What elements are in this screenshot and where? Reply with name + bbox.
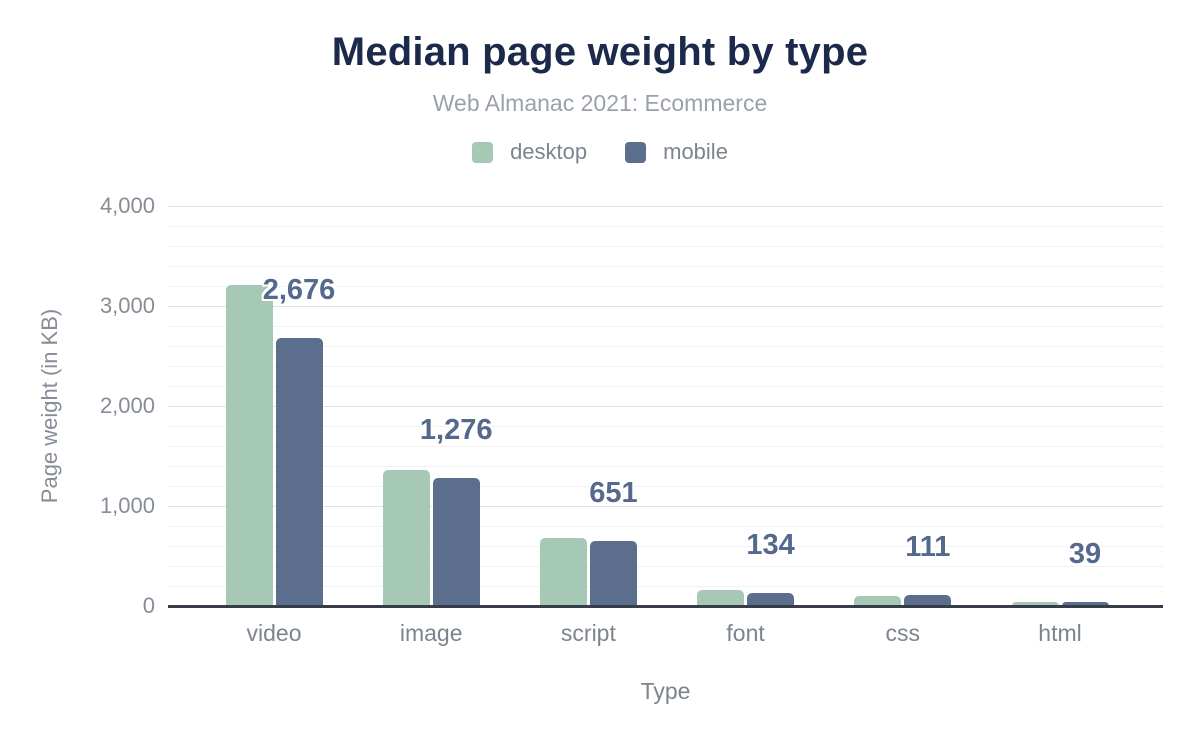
bar-desktop-html <box>1011 601 1059 606</box>
legend-label-desktop: desktop <box>510 139 588 164</box>
legend-label-mobile: mobile <box>663 139 728 164</box>
y-tick-label-2000: 2,000 <box>99 393 155 418</box>
gridline-minor <box>168 346 1163 347</box>
chart-title: Median page weight by type <box>331 30 869 74</box>
legend: desktop mobile <box>0 139 1200 165</box>
gridline-minor <box>168 366 1163 367</box>
x-tick-label-image: image <box>399 620 463 646</box>
x-tick-label-script: script <box>560 620 616 646</box>
gridline-minor <box>168 586 1163 587</box>
value-label-html: 39 <box>1068 538 1102 571</box>
gridline-minor <box>168 286 1163 287</box>
gridline-minor <box>168 486 1163 487</box>
legend-swatch-mobile <box>625 141 647 163</box>
bar-mobile-image <box>432 478 480 606</box>
x-tick-label-html: html <box>1038 620 1082 646</box>
bar-desktop-script <box>539 537 587 606</box>
legend-item-mobile: mobile <box>625 139 728 165</box>
gridline-minor <box>168 246 1163 247</box>
bar-mobile-script <box>589 540 637 606</box>
chart-subtitle: Web Almanac 2021: Ecommerce <box>432 90 768 116</box>
x-tick-label-css: css <box>885 620 921 646</box>
legend-swatch-desktop <box>472 141 494 163</box>
gridline-minor <box>168 226 1163 227</box>
gridline-minor <box>168 266 1163 267</box>
y-tick-label-3000: 3,000 <box>99 293 155 318</box>
y-tick-label-1000: 1,000 <box>99 493 155 518</box>
gridline-minor <box>168 326 1163 327</box>
plot-area: 2,676 1,276 651 134 111 39 <box>168 206 1163 608</box>
gridline-minor <box>168 446 1163 447</box>
x-axis-title: Type <box>640 678 691 704</box>
legend-item-desktop: desktop <box>472 139 587 165</box>
gridline-minor <box>168 546 1163 547</box>
y-tick-label-0: 0 <box>142 593 155 618</box>
value-label-font: 134 <box>746 528 795 561</box>
bar-mobile-font <box>747 592 795 606</box>
x-axis-line <box>168 605 1163 608</box>
gridline-minor <box>168 386 1163 387</box>
bar-mobile-video <box>275 338 323 606</box>
x-tick-label-video: video <box>246 620 302 646</box>
value-label-image: 1,276 <box>419 414 493 447</box>
gridline-minor <box>168 526 1163 527</box>
bar-desktop-image <box>382 469 430 606</box>
bar-desktop-css <box>854 595 902 606</box>
gridline-minor <box>168 426 1163 427</box>
gridline-major <box>168 306 1163 307</box>
x-tick-label-font: font <box>726 620 765 646</box>
value-label-css: 111 <box>905 530 951 563</box>
gridline-major <box>168 206 1163 207</box>
gridline-minor <box>168 566 1163 567</box>
gridline-major <box>168 506 1163 507</box>
bar-desktop-font <box>697 590 745 606</box>
gridline-major <box>168 406 1163 407</box>
bar-mobile-css <box>904 594 952 606</box>
bar-mobile-html <box>1061 602 1109 606</box>
value-label-video: 2,676 <box>262 274 336 307</box>
bar-desktop-video <box>225 285 273 606</box>
value-label-script: 651 <box>589 476 638 509</box>
y-tick-label-4000: 4,000 <box>99 193 155 218</box>
gridline-minor <box>168 466 1163 467</box>
